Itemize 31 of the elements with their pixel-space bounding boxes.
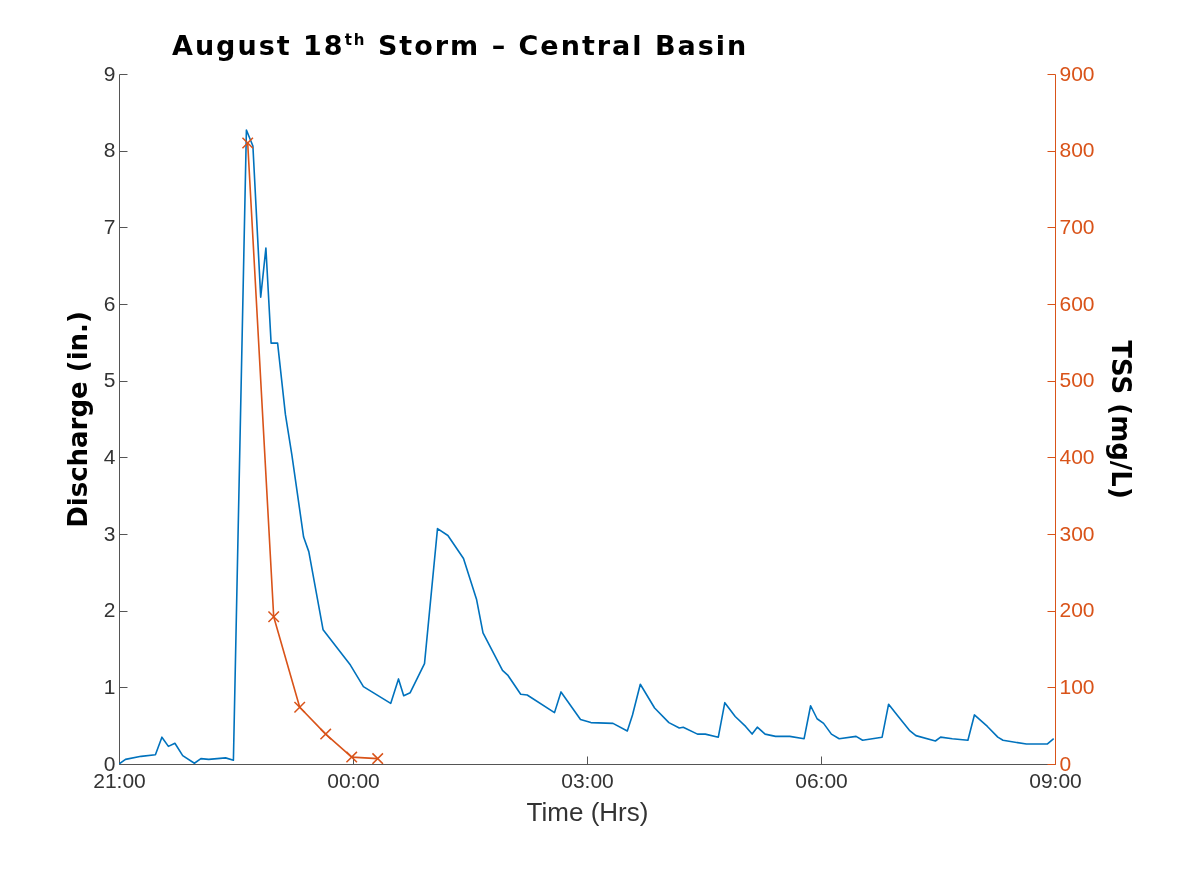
y-tick-label: 4 bbox=[103, 444, 116, 468]
y-axis-title: Discharge (in.) bbox=[62, 311, 93, 528]
y2-axis-title: TSS (mg/L) bbox=[1105, 340, 1136, 499]
y2-tick-label: 800 bbox=[1059, 138, 1095, 162]
y-tick-label: 5 bbox=[103, 368, 116, 392]
y2-tick-label: 200 bbox=[1059, 598, 1095, 622]
x-tick-label: 00:00 bbox=[327, 768, 380, 792]
y2-tick-label: 100 bbox=[1059, 674, 1095, 698]
y-tick-label: 1 bbox=[103, 674, 116, 698]
y2-tick-label: 900 bbox=[1059, 61, 1095, 85]
y-tick-label: 3 bbox=[103, 521, 116, 545]
x-axis-title: Time (Hrs) bbox=[526, 796, 649, 827]
x-tick-label: 03:00 bbox=[561, 768, 614, 792]
y2-tick-label: 700 bbox=[1059, 214, 1095, 238]
y-tick-label: 2 bbox=[103, 598, 116, 622]
y-tick-label: 6 bbox=[103, 291, 116, 315]
chart-title: August 18$^{th}$ Storm – Central Basin bbox=[172, 30, 755, 63]
point bbox=[345, 751, 358, 764]
y-tick-label: 7 bbox=[103, 214, 116, 238]
y2-tick-label: 300 bbox=[1059, 521, 1095, 545]
point bbox=[319, 728, 332, 741]
y2-tick-label: 500 bbox=[1059, 368, 1095, 392]
point bbox=[371, 752, 384, 764]
y2-tick-label: 400 bbox=[1059, 444, 1095, 468]
point bbox=[267, 610, 280, 623]
point bbox=[241, 137, 254, 149]
y-tick-label: 8 bbox=[103, 138, 116, 162]
point bbox=[293, 701, 306, 714]
x-tick-label: 06:00 bbox=[795, 768, 848, 792]
y2-tick-label: 600 bbox=[1059, 291, 1095, 315]
y-tick-label: 9 bbox=[103, 61, 116, 85]
